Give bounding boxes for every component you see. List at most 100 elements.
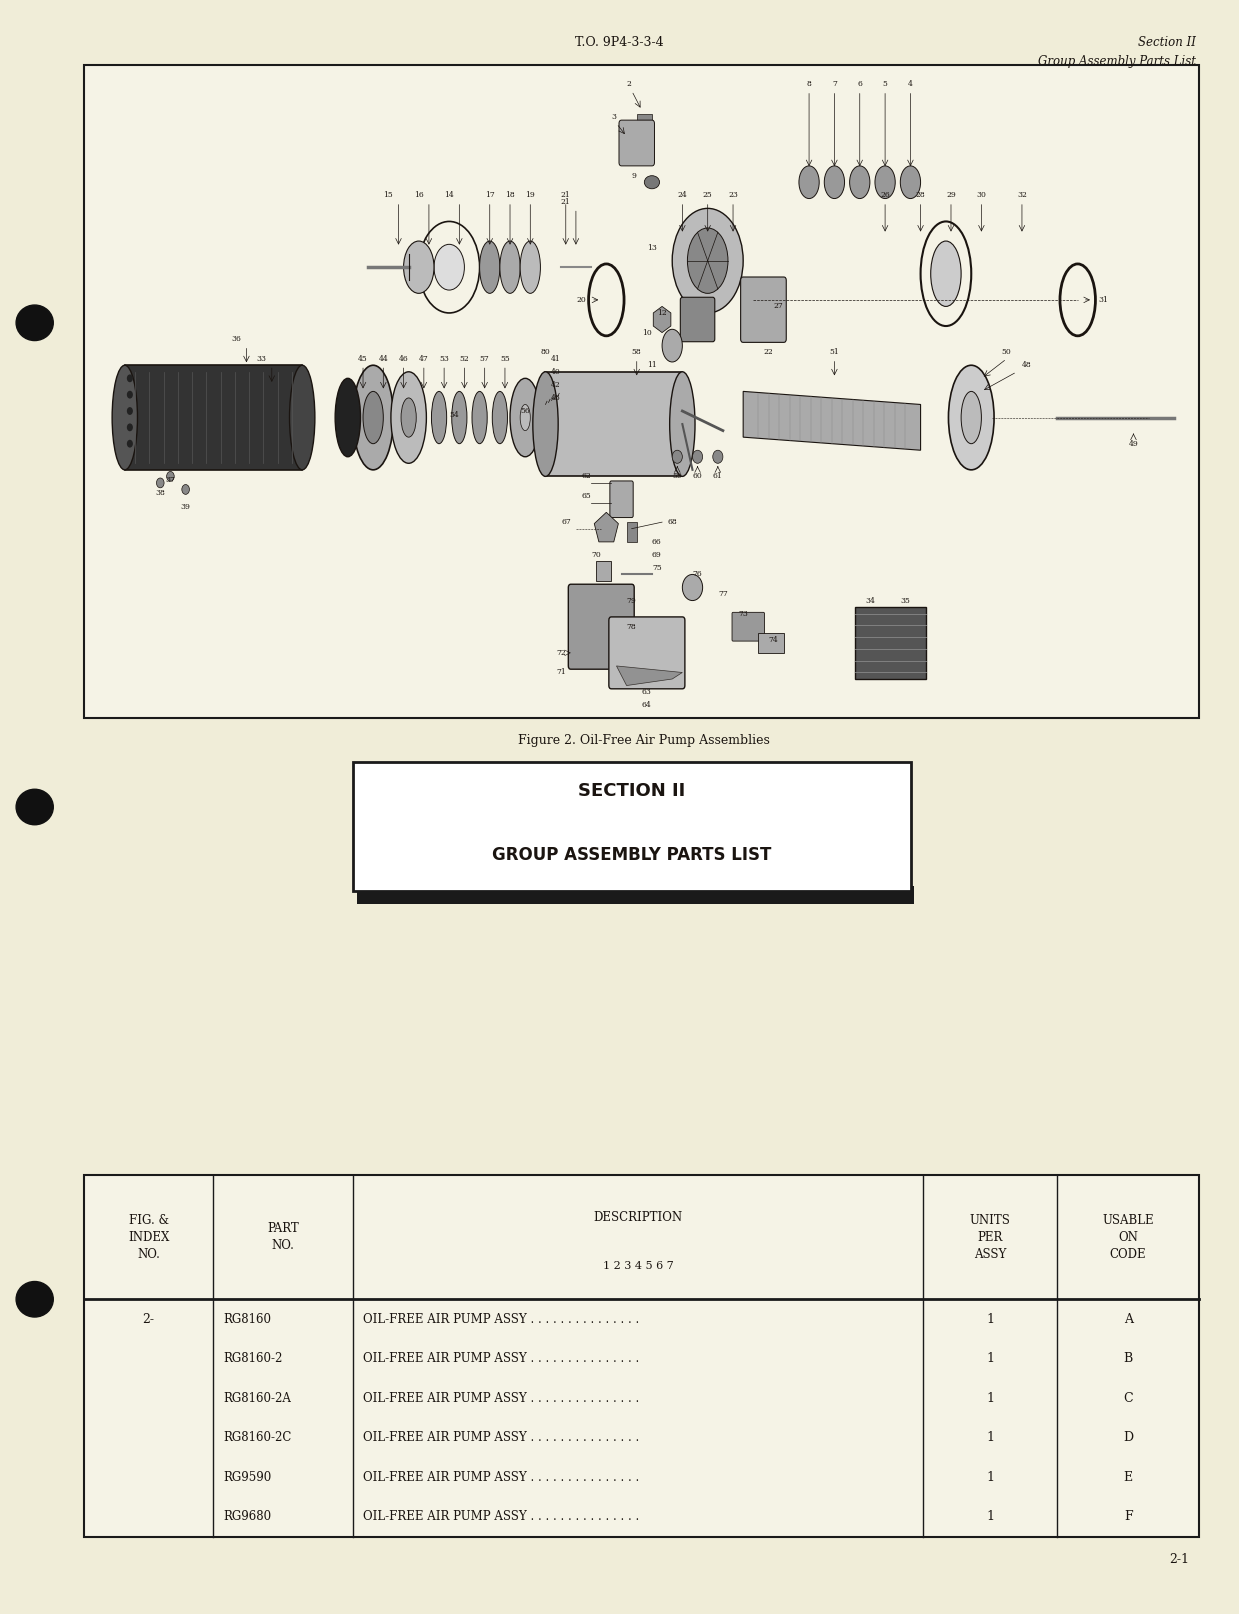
Ellipse shape [693, 450, 703, 463]
Text: 63: 63 [642, 688, 652, 696]
Text: 60: 60 [693, 473, 703, 481]
Bar [353, 762, 911, 891]
Ellipse shape [644, 176, 659, 189]
Text: 21: 21 [561, 199, 571, 207]
Text: 51: 51 [830, 349, 839, 357]
Ellipse shape [16, 789, 53, 825]
Ellipse shape [431, 391, 446, 444]
Text: 75: 75 [652, 563, 662, 571]
Ellipse shape [156, 478, 164, 487]
Text: 69: 69 [652, 550, 662, 558]
Text: 45: 45 [358, 355, 368, 363]
Text: USABLE
ON
CODE: USABLE ON CODE [1103, 1214, 1154, 1261]
Text: 55: 55 [501, 355, 509, 363]
Text: RG9680: RG9680 [223, 1511, 271, 1524]
FancyBboxPatch shape [608, 617, 685, 689]
Text: 79: 79 [627, 597, 637, 605]
Text: 4: 4 [908, 81, 913, 89]
Text: C: C [1124, 1391, 1132, 1404]
Text: 1: 1 [986, 1470, 994, 1483]
Text: RG8160-2C: RG8160-2C [223, 1432, 291, 1445]
FancyBboxPatch shape [610, 481, 633, 518]
Text: DESCRIPTION: DESCRIPTION [593, 1210, 683, 1225]
FancyBboxPatch shape [732, 612, 764, 641]
Text: B: B [1124, 1353, 1132, 1365]
Text: 49: 49 [1129, 439, 1139, 447]
Text: 41: 41 [551, 355, 560, 363]
Text: 1: 1 [986, 1391, 994, 1404]
Text: FIG. &
INDEX
NO.: FIG. & INDEX NO. [128, 1214, 170, 1261]
Text: OIL-FREE AIR PUMP ASSY . . . . . . . . . . . . . . .: OIL-FREE AIR PUMP ASSY . . . . . . . . .… [363, 1312, 639, 1325]
Ellipse shape [901, 166, 921, 199]
Text: OIL-FREE AIR PUMP ASSY . . . . . . . . . . . . . . .: OIL-FREE AIR PUMP ASSY . . . . . . . . .… [363, 1470, 639, 1483]
Text: 2-1: 2-1 [1170, 1553, 1189, 1566]
Text: 1: 1 [986, 1312, 994, 1325]
Text: 31: 31 [1098, 295, 1108, 303]
Text: 9: 9 [632, 171, 637, 179]
Text: 26: 26 [880, 192, 890, 199]
Text: 39: 39 [181, 502, 191, 510]
Ellipse shape [16, 1282, 53, 1317]
Text: 18: 18 [506, 192, 515, 199]
Text: 42: 42 [551, 381, 560, 389]
Text: D: D [1123, 1432, 1134, 1445]
Text: 19: 19 [525, 192, 535, 199]
FancyBboxPatch shape [569, 584, 634, 670]
Text: OIL-FREE AIR PUMP ASSY . . . . . . . . . . . . . . .: OIL-FREE AIR PUMP ASSY . . . . . . . . .… [363, 1511, 639, 1524]
Bar [84, 1175, 1199, 1537]
Text: 35: 35 [901, 597, 911, 605]
Text: 32: 32 [1017, 192, 1027, 199]
Text: 2-: 2- [142, 1312, 155, 1325]
Text: 67: 67 [561, 518, 571, 526]
Text: 15: 15 [384, 192, 393, 199]
Text: 16: 16 [414, 192, 424, 199]
Text: 29: 29 [947, 192, 955, 199]
Text: F: F [1124, 1511, 1132, 1524]
Text: 14: 14 [445, 192, 453, 199]
Text: PART
NO.: PART NO. [268, 1222, 299, 1252]
Text: 72: 72 [556, 649, 566, 657]
Ellipse shape [434, 244, 465, 291]
Text: 46: 46 [399, 355, 409, 363]
Text: 47: 47 [419, 355, 429, 363]
Text: 80: 80 [540, 349, 550, 357]
Text: 12: 12 [658, 308, 667, 316]
Text: RG8160-2A: RG8160-2A [223, 1391, 291, 1404]
Text: 1: 1 [986, 1432, 994, 1445]
Text: 58: 58 [632, 349, 642, 357]
Ellipse shape [452, 391, 467, 444]
Ellipse shape [401, 399, 416, 437]
Text: Group Assembly Parts List: Group Assembly Parts List [1037, 55, 1196, 68]
Text: RG8160-2: RG8160-2 [223, 1353, 282, 1365]
Text: 71: 71 [556, 668, 566, 676]
Ellipse shape [335, 378, 361, 457]
Ellipse shape [126, 374, 133, 383]
Text: 7: 7 [831, 81, 836, 89]
Ellipse shape [799, 166, 819, 199]
Bar [545, 371, 683, 476]
Ellipse shape [404, 240, 434, 294]
Text: RG9590: RG9590 [223, 1470, 271, 1483]
Text: 2: 2 [627, 81, 632, 89]
Text: 56: 56 [520, 407, 530, 415]
Ellipse shape [670, 371, 695, 476]
Ellipse shape [533, 371, 559, 476]
Text: 40: 40 [551, 368, 560, 376]
Ellipse shape [492, 391, 508, 444]
FancyBboxPatch shape [680, 297, 715, 342]
Text: UNITS
PER
ASSY: UNITS PER ASSY [970, 1214, 1010, 1261]
Text: 8: 8 [807, 81, 812, 89]
Ellipse shape [673, 208, 743, 313]
Text: 38: 38 [155, 489, 165, 497]
Text: 61: 61 [712, 473, 722, 481]
Text: 54: 54 [450, 412, 460, 420]
Text: 77: 77 [719, 591, 727, 599]
Text: SECTION II: SECTION II [579, 781, 685, 801]
Text: 44: 44 [378, 355, 388, 363]
Bar [855, 607, 926, 679]
Ellipse shape [949, 365, 994, 470]
Ellipse shape [126, 407, 133, 415]
Text: 25: 25 [703, 192, 712, 199]
Text: 33: 33 [256, 355, 266, 363]
Text: 66: 66 [652, 537, 662, 546]
